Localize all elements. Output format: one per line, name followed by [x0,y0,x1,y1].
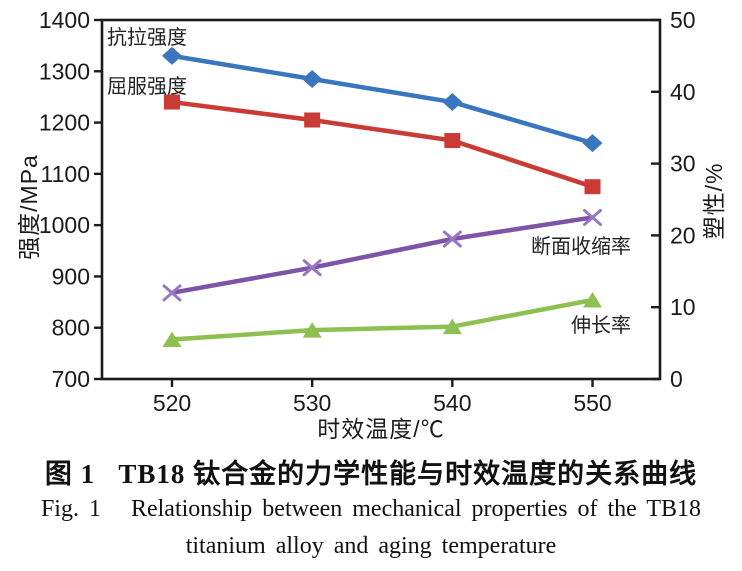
y-right-tick-label: 30 [670,151,696,177]
chart-plot: 700 800 900 1000 1100 1200 1300 1400 0 10 20 30 40 50… [39,7,696,416]
series-label-2: 断面收缩率 [531,235,631,258]
y-left-tick-label: 1100 [41,161,90,187]
y-right-tick-label: 20 [670,222,696,248]
series-line-2 [169,215,595,296]
diamond-marker [442,93,463,112]
y-left-tick-label: 1300 [39,58,90,84]
x-tick-label: 540 [433,390,471,416]
series-line-3 [169,297,595,342]
plot-frame [100,18,662,381]
series-label-3: 伸长率 [571,314,631,337]
x-axis-title: 时效温度/℃ [317,416,445,442]
y-axis-title-left: 强度/MPa [16,154,42,260]
triangle-marker [302,322,322,338]
caption-chinese: 图 1 TB18 钛合金的力学性能与时效温度的关系曲线 [44,459,698,489]
y-axis-title-right: 塑性/% [701,162,727,240]
x-marker [302,259,322,277]
y-right-tick-label: 10 [670,294,696,320]
diamond-marker [302,69,323,88]
triangle-marker [162,331,182,348]
x-marker [162,284,182,302]
y-left-tick-label: 1000 [39,212,90,238]
y-right-tick-label: 50 [670,7,696,33]
square-marker [164,94,180,110]
y-left-tick-label: 1400 [39,7,90,33]
y-left-tick-label: 1200 [39,110,90,136]
diamond-marker [162,46,182,65]
triangle-marker [583,292,603,308]
square-marker [444,133,461,149]
y-right-tick-label: 40 [670,79,696,105]
x-tick-label: 550 [573,390,611,416]
series-line-1 [169,99,595,189]
triangle-marker [442,318,462,335]
y-right-tick-label: 0 [670,366,683,392]
x-tick-label: 530 [293,390,331,416]
y-left-tick-label: 800 [52,315,90,341]
x-marker [442,230,462,248]
diamond-marker [582,134,603,153]
series-label-1: 屈服强度 [107,75,187,98]
series-label-0: 抗拉强度 [107,26,187,49]
square-marker [584,179,601,195]
y-left-tick-label: 900 [52,263,90,289]
y-left-tick-label: 700 [52,366,90,392]
caption-english-line1: Fig. 1 Relationship between mechanical p… [40,496,702,522]
series-line-0 [169,53,595,146]
square-marker [304,112,321,128]
caption-english-line2: titanium alloy and aging temperature [185,533,557,559]
x-marker [583,208,603,226]
x-tick-label: 520 [153,390,191,416]
